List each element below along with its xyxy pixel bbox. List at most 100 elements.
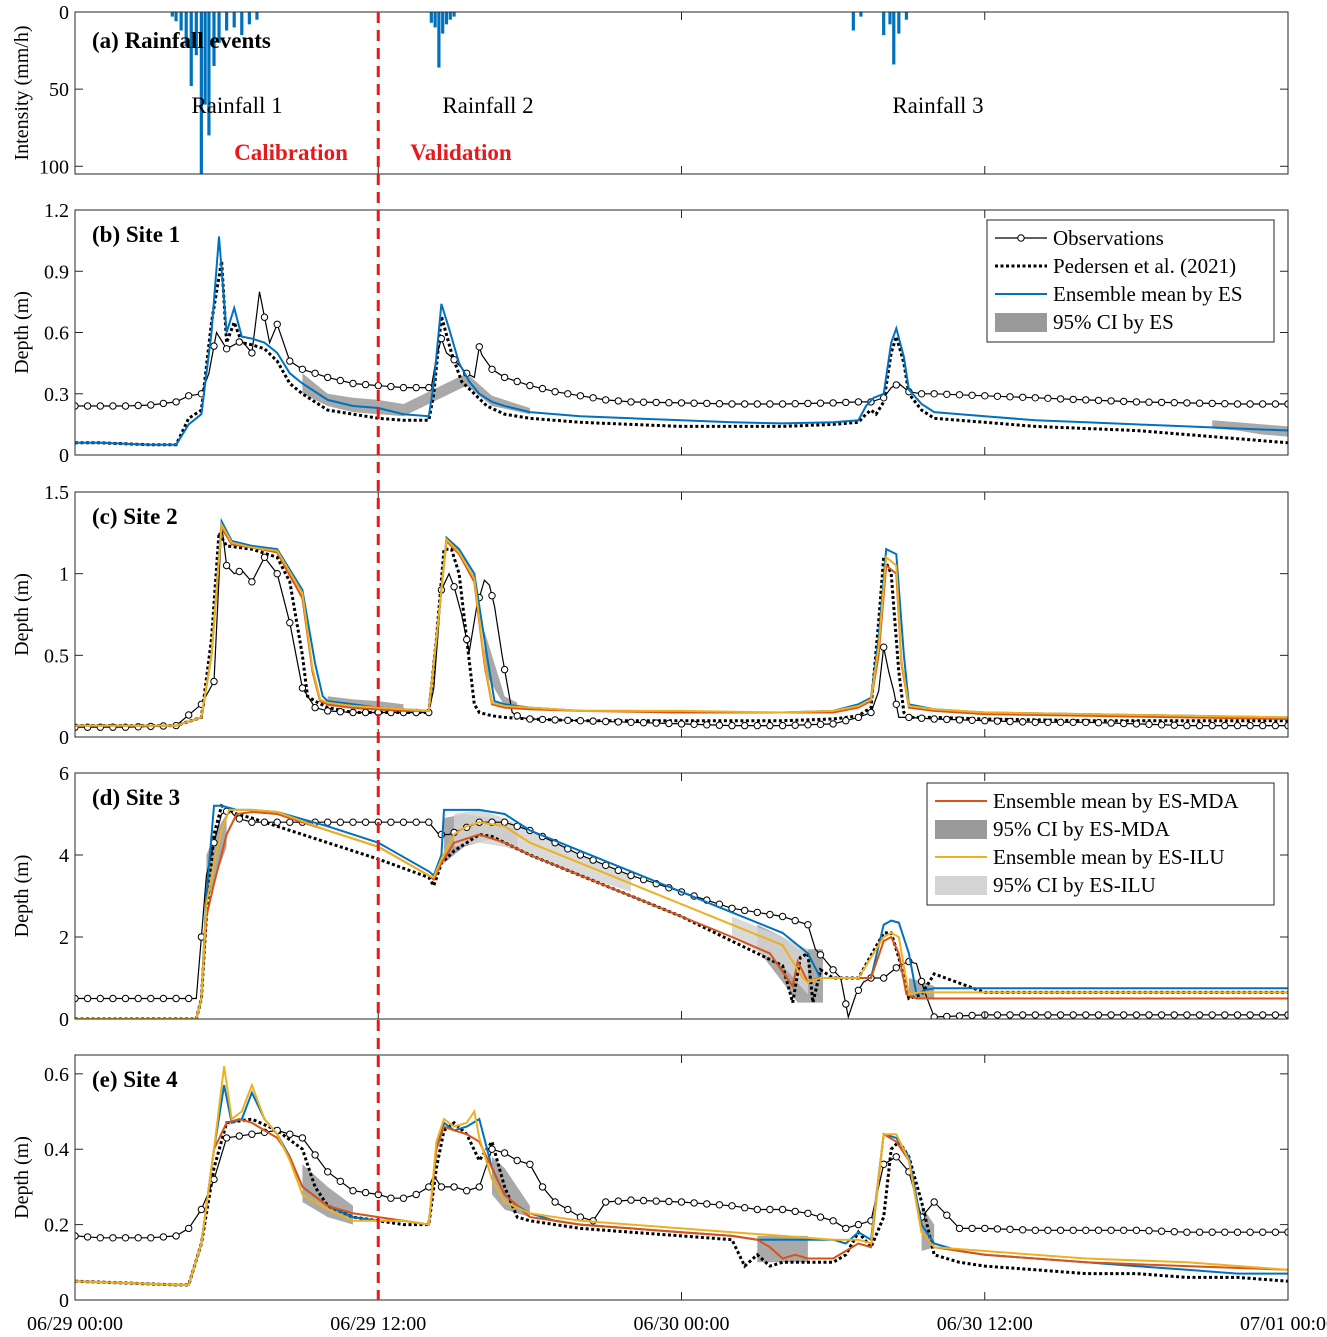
observation-marker	[298, 684, 307, 692]
observation-marker	[387, 382, 395, 391]
observation-marker	[1157, 1227, 1166, 1235]
observation-marker	[829, 1217, 837, 1225]
observation-marker	[197, 1205, 206, 1214]
observation-marker	[576, 1213, 585, 1221]
observation-marker	[551, 716, 559, 724]
es-line	[75, 236, 1288, 446]
observation-marker	[121, 994, 130, 1003]
observation-marker	[1246, 1228, 1254, 1236]
observation-marker	[324, 818, 332, 826]
y-tick-label: 4	[59, 845, 69, 867]
observation-marker	[576, 717, 585, 725]
observation-marker	[993, 717, 1002, 725]
observation-marker	[791, 916, 799, 925]
legend-entry: 95% CI by ES-MDA	[993, 817, 1171, 841]
observation-marker	[286, 1130, 294, 1138]
observation-marker	[1183, 1228, 1191, 1236]
ci-es-swatch	[995, 313, 1047, 332]
observation-marker	[627, 398, 635, 406]
observation-marker	[273, 818, 281, 826]
observation-marker	[753, 1205, 761, 1214]
observation-marker	[83, 994, 92, 1003]
observation-marker	[260, 553, 269, 561]
observation-marker	[1271, 1228, 1280, 1236]
observation-marker	[614, 397, 622, 405]
observation-marker	[816, 399, 825, 407]
observation-marker	[1006, 717, 1014, 726]
observation-marker	[703, 399, 711, 408]
observation-marker	[766, 721, 774, 730]
observation-marker	[1195, 399, 1204, 407]
observation-marker	[804, 921, 812, 929]
observation-marker	[614, 1197, 622, 1205]
observation-marker	[425, 818, 433, 826]
ci-es-mda-band	[492, 1156, 530, 1218]
y-tick-label: 0.4	[44, 1139, 69, 1161]
observation-marker	[1069, 1011, 1077, 1019]
y-tick-label: 2	[59, 927, 69, 949]
rain-bar	[225, 12, 229, 31]
y-tick-label: 0.3	[44, 384, 69, 406]
observation-marker	[1208, 1011, 1216, 1019]
observation-marker	[248, 349, 256, 357]
observation-marker	[564, 390, 572, 398]
observation-marker	[235, 338, 244, 346]
observation-marker	[1208, 1228, 1216, 1236]
observation-marker	[943, 1012, 951, 1019]
observation-marker	[804, 399, 812, 408]
observation-marker	[930, 1198, 938, 1206]
observation-marker	[1094, 719, 1103, 727]
y-tick-label: 6	[59, 763, 69, 785]
rain-bar	[448, 12, 452, 20]
rain-bar	[882, 12, 886, 36]
observation-marker	[1056, 395, 1065, 403]
rain-bar	[892, 12, 896, 65]
observation-marker	[1233, 1228, 1242, 1236]
observation-marker	[791, 721, 799, 729]
observation-marker	[1120, 1011, 1128, 1019]
observation-marker	[652, 1197, 660, 1205]
observation-marker	[816, 951, 825, 959]
observation-marker	[652, 719, 660, 727]
y-tick-label: 0.6	[44, 1064, 69, 1086]
observation-marker	[1259, 1228, 1267, 1236]
observation-marker	[917, 390, 926, 398]
observation-marker	[551, 1198, 559, 1206]
x-tick-label: 06/29 12:00	[330, 1313, 426, 1335]
observation-marker	[1183, 1011, 1191, 1019]
observation-marker	[778, 1205, 787, 1214]
observation-marker	[1157, 721, 1166, 729]
observation-marker	[892, 1153, 900, 1161]
observation-marker	[1145, 720, 1153, 728]
observation-marker	[185, 1224, 193, 1233]
observation-marker	[185, 392, 193, 400]
rain-bar	[189, 12, 193, 87]
es-mda-line	[75, 1118, 1288, 1286]
observation-marker	[349, 379, 357, 388]
observation-marker	[778, 721, 787, 730]
observation-marker	[753, 400, 761, 408]
observation-marker	[109, 994, 117, 1003]
observation-marker	[968, 716, 976, 724]
observation-marker	[513, 377, 521, 386]
observation-marker	[816, 720, 825, 728]
observation-marker	[500, 1149, 509, 1157]
observation-marker	[172, 1232, 180, 1240]
observation-marker	[96, 1234, 105, 1242]
observation-marker	[576, 392, 585, 400]
y-tick-label: 1	[59, 564, 69, 586]
observation-marker	[741, 721, 749, 730]
observation-marker	[121, 1234, 130, 1242]
observation-marker	[665, 719, 673, 728]
ci-es-ilu-band	[732, 916, 808, 995]
y-axis-label: Intensity (mm/h)	[11, 26, 33, 161]
observation-marker	[728, 400, 736, 408]
observation-marker	[412, 1190, 420, 1199]
observation-marker	[905, 713, 913, 722]
observation-marker	[917, 977, 926, 986]
panel-title: (d) Site 3	[92, 785, 180, 810]
observation-marker	[816, 1213, 825, 1221]
observation-marker	[349, 708, 357, 717]
observation-marker	[867, 708, 875, 717]
observation-marker	[526, 715, 534, 723]
